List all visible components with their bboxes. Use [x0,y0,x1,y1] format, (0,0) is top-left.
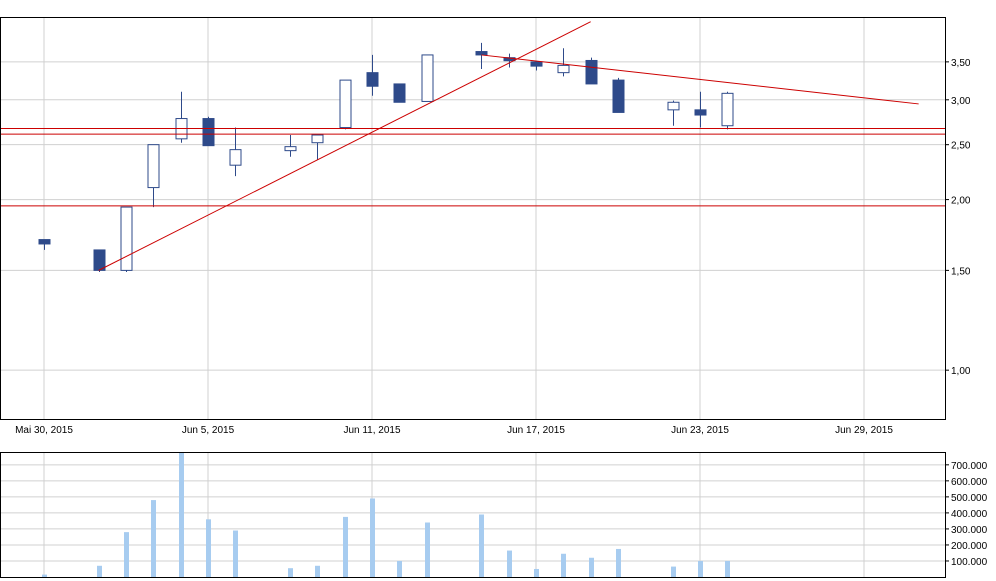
volume-tick-label: 100.000 [951,557,988,568]
candle-body [667,101,680,111]
volume-frame [0,452,946,578]
volume-bar [671,566,676,577]
volume-bar [616,548,621,577]
volume-bar [206,519,211,577]
y-tick-label: 1,00 [951,366,971,377]
volume-tick-label: 500.000 [951,493,988,504]
volume-bar [124,532,129,577]
candle-body [557,64,570,74]
volume-bar [343,516,348,577]
volume-bar [397,560,402,577]
x-tick-label: Jun 17, 2015 [507,425,565,436]
candle-body [475,51,488,56]
volume-bar [315,565,320,577]
y-tick-label: 3,50 [951,58,971,69]
candle-body [585,59,598,85]
volume-tick-label: 600.000 [951,477,988,488]
candle-body [393,83,406,103]
volume-bar [179,452,184,577]
volume-bar [507,550,512,577]
volume-bar [698,560,703,577]
x-tick-label: Jun 5, 2015 [182,425,235,436]
candle-body [339,79,352,129]
candle-body [721,92,734,127]
volume-tick-label: 200.000 [951,541,988,552]
candle-body [421,54,434,102]
candle-body [120,206,133,271]
volume-panel: 700.000 600.000 500.000 400.000 300.000 200.0… [0,452,988,578]
trend-line [481,54,919,105]
x-tick-label: Jun 29, 2015 [835,425,893,436]
candle-body [229,149,242,166]
candle-body [38,239,51,245]
price-frame [0,17,946,420]
y-tick-label: 1,50 [951,266,971,277]
y-tick-label: 2,50 [951,141,971,152]
volume-tick-label: 700.000 [951,461,988,472]
volume-bar [97,565,102,577]
y-tick-label: 2,00 [951,196,971,207]
x-tick-label: Jun 23, 2015 [671,425,729,436]
volume-tick-label: 400.000 [951,509,988,520]
trend-line [98,21,591,271]
candle-body [530,61,543,67]
candle-body [202,118,215,147]
volume-bar [725,560,730,577]
volume-bar [479,514,484,577]
volume-bar [561,553,566,577]
y-tick-label: 3,00 [951,96,971,107]
volume-bar [288,568,293,577]
candle-body [366,72,379,87]
volume-bar [233,530,238,577]
x-tick-label: Jun 11, 2015 [343,425,401,436]
candle-body [284,146,297,152]
volume-bar [589,557,594,577]
candle-body [147,144,160,189]
candle-body [93,249,106,271]
candle-body [311,134,324,144]
volume-bar [425,522,430,577]
volume-bar [151,500,156,577]
candle-body [612,79,625,113]
volume-bar [42,574,47,577]
x-tick-label: Mai 30, 2015 [15,425,73,436]
price-panel: Mai 30, 2015 Jun 5, 2015 Jun 11, 2015 Jun 1… [0,17,971,436]
volume-bar [534,568,539,577]
candle-body [694,109,707,116]
volume-tick-label: 300.000 [951,525,988,536]
volume-bar [370,498,375,577]
